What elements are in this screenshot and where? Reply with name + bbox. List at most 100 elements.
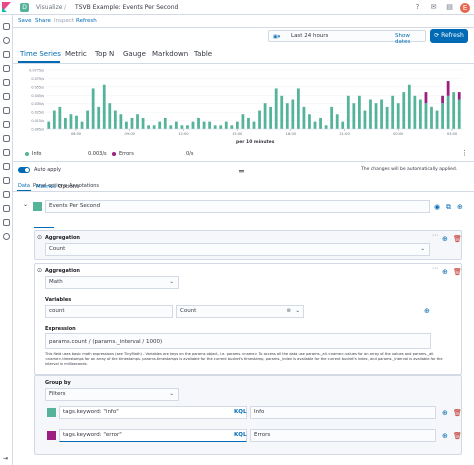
auto-apply-label: Auto apply [34,167,61,173]
bar-info [352,103,356,129]
tab-table[interactable]: Table [194,50,213,58]
breadcrumb-visualize[interactable]: Visualize [36,4,63,11]
bar-info [64,117,67,129]
bar-info [369,99,372,129]
canvas-icon[interactable] [3,93,10,100]
show-dates-link[interactable]: Show dates [395,33,411,45]
siem-icon[interactable] [3,191,10,198]
tab-top-n[interactable]: Top N [95,50,115,58]
delete-metric-icon[interactable]: 🗑 [453,235,462,243]
delete-metric-icon[interactable]: 🗑 [453,268,462,276]
chevron-down-icon: ⌄ [169,391,174,397]
add-filter-icon[interactable]: ⊕ [442,432,448,440]
bar-info [75,115,78,129]
infra-icon[interactable] [3,135,10,142]
drag-handle-icon[interactable]: ⊙ [37,234,43,241]
refresh-button-label: Refresh [441,32,464,39]
bar-info [335,114,339,129]
aggregation-select[interactable]: Math ⌄ [45,276,179,289]
bar-info [324,125,328,129]
group-by-select[interactable]: Filters ⌄ [45,388,179,401]
avatar[interactable]: E [460,3,470,13]
ml-icon[interactable] [3,121,10,128]
help-icon[interactable]: ? [415,3,420,11]
tab-data[interactable]: Data [18,183,30,189]
bar-info [296,88,300,129]
share-link[interactable]: Share [35,18,51,24]
eye-icon[interactable]: ◉ [434,203,441,211]
management-icon[interactable] [3,233,10,240]
clear-icon[interactable]: ⊗ [286,308,291,314]
mail-icon[interactable]: ✉ [430,3,437,11]
tab-options[interactable]: Options [58,184,80,190]
tab-annotations[interactable]: Annotations [69,183,100,189]
aggregation-select[interactable]: Count ⌄ [45,243,430,256]
inspect-link[interactable]: Inspect [54,18,75,24]
tab-metric[interactable]: Metric [65,50,87,58]
add-variable-icon[interactable]: ⊕ [424,307,430,315]
add-filter-icon[interactable]: ⊕ [442,409,448,417]
clone-icon[interactable]: ⧉ [446,203,451,211]
calendar-icon[interactable]: ▣▾ [273,34,281,40]
variable-name-input[interactable]: count [45,305,173,318]
resize-handle[interactable]: ═ [239,167,244,176]
refresh-link[interactable]: Refresh [76,18,97,24]
legend-item-info[interactable]: Info [25,151,41,157]
maps-icon[interactable] [3,107,10,114]
filter-color-swatch[interactable] [47,431,56,440]
delete-filter-icon[interactable]: 🗑 [453,432,462,440]
refresh-button[interactable]: ⟳ Refresh [430,29,468,43]
tab-markdown[interactable]: Markdown [152,50,189,58]
x-tick-label: 03:00 [447,132,458,136]
add-metric-icon[interactable]: ⊕ [442,235,448,243]
filter-label-input[interactable]: Errors [250,429,436,442]
clock-icon[interactable] [3,37,10,44]
monitoring-icon[interactable] [3,219,10,226]
space-badge[interactable]: D [20,3,29,12]
kql-toggle[interactable]: KQL [234,409,247,415]
menu-icon[interactable] [3,23,10,30]
active-tab-indicator [18,61,60,63]
more-icon[interactable]: ⋯ [432,232,438,239]
filter-query-input[interactable]: tags.keyword: "error" [59,429,247,442]
legend-item-errors[interactable]: Errors [112,151,134,157]
kql-toggle[interactable]: KQL [234,432,247,438]
dashboard-icon[interactable] [3,79,10,86]
filter-query-value: tags.keyword: "info" [63,409,119,415]
series-label-input[interactable]: Events Per Second [45,200,430,213]
legend-label: Errors [119,151,134,157]
tab-gauge[interactable]: Gauge [123,50,146,58]
newsfeed-icon[interactable]: ▤ [446,3,453,11]
collapse-series-icon[interactable]: ⌄ [23,201,29,208]
apm-icon[interactable] [3,163,10,170]
logs-icon[interactable] [3,149,10,156]
kibana-logo-icon[interactable] [2,2,11,12]
more-options-icon[interactable]: ⋮ [461,149,468,157]
visualize-icon[interactable] [3,65,10,72]
variable-metric-select[interactable]: Count ⊗ ⌄ [176,305,304,318]
series-color-swatch[interactable] [33,202,42,211]
uptime-icon[interactable] [3,177,10,184]
add-metric-icon[interactable]: ⊕ [442,268,448,276]
more-icon[interactable]: ⋯ [432,265,438,272]
tab-metrics[interactable]: Metrics [36,184,56,190]
date-range[interactable]: Last 24 hours [291,33,329,39]
save-link[interactable]: Save [18,18,32,24]
auto-apply-toggle[interactable] [18,167,30,173]
devtools-icon[interactable] [3,205,10,212]
tab-time-series[interactable]: Time Series [20,50,61,58]
filter-color-swatch[interactable] [47,408,56,417]
discover-icon[interactable] [3,51,10,58]
filter-label-input[interactable]: Info [250,406,436,419]
drag-handle-icon[interactable]: ⊙ [37,267,43,274]
tab-panel-options[interactable]: Panel options [33,183,67,189]
filter-query-input[interactable]: tags.keyword: "info" [59,406,247,419]
add-series-icon[interactable]: ⊕ [457,203,463,211]
date-picker[interactable]: ▣▾ Last 24 hours Show dates [268,30,426,45]
collapse-icon[interactable]: ⇥ [3,455,9,462]
delete-filter-icon[interactable]: 🗑 [453,409,462,417]
bar-errors [424,92,428,104]
x-tick-label: 21:00 [339,132,350,136]
time-series-chart[interactable]: 0.0775/s 0.075/s 0.055/s 0.045/s 0.035/s 0.02… [22,67,468,159]
expression-input[interactable]: params.count / (params._interval / 1000) [45,333,431,349]
